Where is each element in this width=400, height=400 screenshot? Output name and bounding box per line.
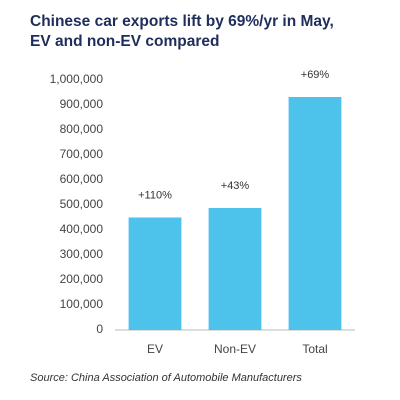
y-tick-label: 800,000 — [60, 122, 104, 136]
x-tick-label: Non-EV — [214, 342, 256, 356]
x-tick-label: Total — [302, 342, 327, 356]
y-tick-label: 100,000 — [60, 297, 104, 311]
bar — [288, 97, 342, 330]
bar — [128, 217, 182, 330]
y-tick-label: 1,000,000 — [50, 72, 104, 86]
chart-title: Chinese car exports lift by 69%/yr in Ma… — [30, 13, 334, 30]
bar — [208, 208, 262, 330]
y-tick-label: 500,000 — [60, 197, 104, 211]
y-tick-label: 200,000 — [60, 272, 104, 286]
annotation: +69% — [301, 69, 330, 81]
y-tick-label: 600,000 — [60, 172, 104, 186]
y-tick-label: 300,000 — [60, 247, 104, 261]
y-tick-label: 700,000 — [60, 147, 104, 161]
y-tick-label: 400,000 — [60, 222, 104, 236]
y-tick-label: 0 — [96, 322, 103, 336]
annotation: +110% — [138, 189, 172, 201]
chart-title: EV and non-EV compared — [30, 33, 219, 50]
source: Source: China Association of Automobile … — [30, 372, 302, 384]
x-tick-label: EV — [147, 342, 163, 356]
y-tick-label: 900,000 — [60, 97, 104, 111]
annotation: +43% — [221, 180, 250, 192]
